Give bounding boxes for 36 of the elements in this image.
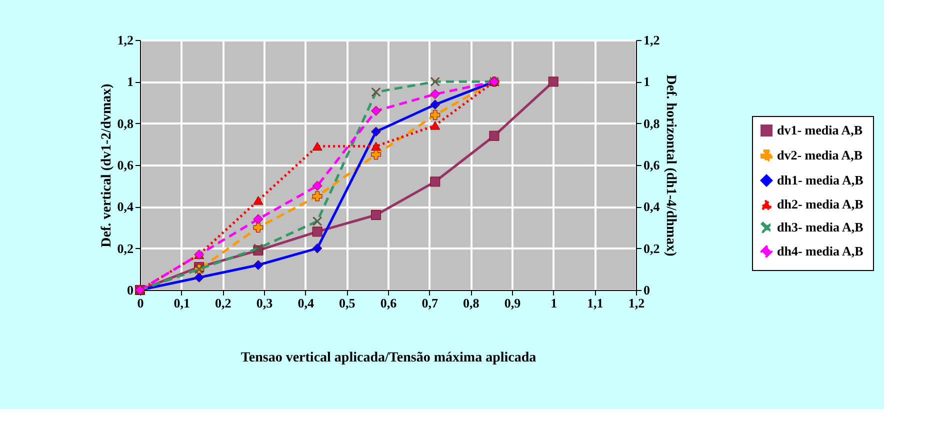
y-axis-title: Def. vertical (dv1-2/dvmax) <box>99 83 114 248</box>
legend-label: dh1- media A,B <box>777 172 864 188</box>
x-tick-label: 0,3 <box>256 296 274 310</box>
y2-tick-label: 0 <box>644 282 650 298</box>
y-tick-label: 0 <box>127 282 134 298</box>
y-tick-label: 0,6 <box>117 158 134 172</box>
legend-label: dh3- media A,B <box>777 220 864 234</box>
x-tick-label: 1,1 <box>587 296 604 310</box>
y2-axis-title: Def. horizontal (dh1-4/dhmax) <box>662 74 678 257</box>
y-tick-label: 0,8 <box>117 116 134 131</box>
x-tick-label: 0,9 <box>504 296 522 310</box>
x-axis-title: Tensao vertical aplicada/Tensão máxima aplicada <box>240 350 536 366</box>
y2-tick-label: 0,6 <box>644 158 660 172</box>
y2-tick-label: 1 <box>644 74 650 90</box>
y-tick-label: 1 <box>127 74 134 90</box>
legend-label: dh4- media A,B <box>777 244 864 258</box>
y2-tick-label: 0,8 <box>644 116 660 131</box>
x-tick-label: 0,5 <box>339 296 356 310</box>
legend-label: dh2- media A,B <box>777 196 864 212</box>
x-tick-label: 1 <box>550 296 558 310</box>
x-tick-label: 0,8 <box>463 296 480 310</box>
x-tick-label: 0,2 <box>215 296 232 310</box>
x-tick-label: 1,2 <box>628 296 645 310</box>
y2-tick-label: 1,2 <box>644 32 660 48</box>
legend-label: dv1- media A,B <box>777 122 863 138</box>
y-tick-label: 0,2 <box>117 240 134 256</box>
y2-tick-label: 0,2 <box>644 240 660 256</box>
y-tick-label: 0,4 <box>117 199 134 214</box>
y2-tick-label: 0,4 <box>644 199 660 214</box>
x-tick-label: 0 <box>137 296 144 310</box>
x-tick-label: 0,4 <box>298 296 314 310</box>
y-tick-label: 1,2 <box>117 32 134 48</box>
x-tick-label: 0,7 <box>422 296 438 310</box>
x-tick-label: 0,6 <box>380 296 398 310</box>
x-tick-label: 0,1 <box>174 296 190 310</box>
legend-label: dv2- media A,B <box>777 148 863 162</box>
